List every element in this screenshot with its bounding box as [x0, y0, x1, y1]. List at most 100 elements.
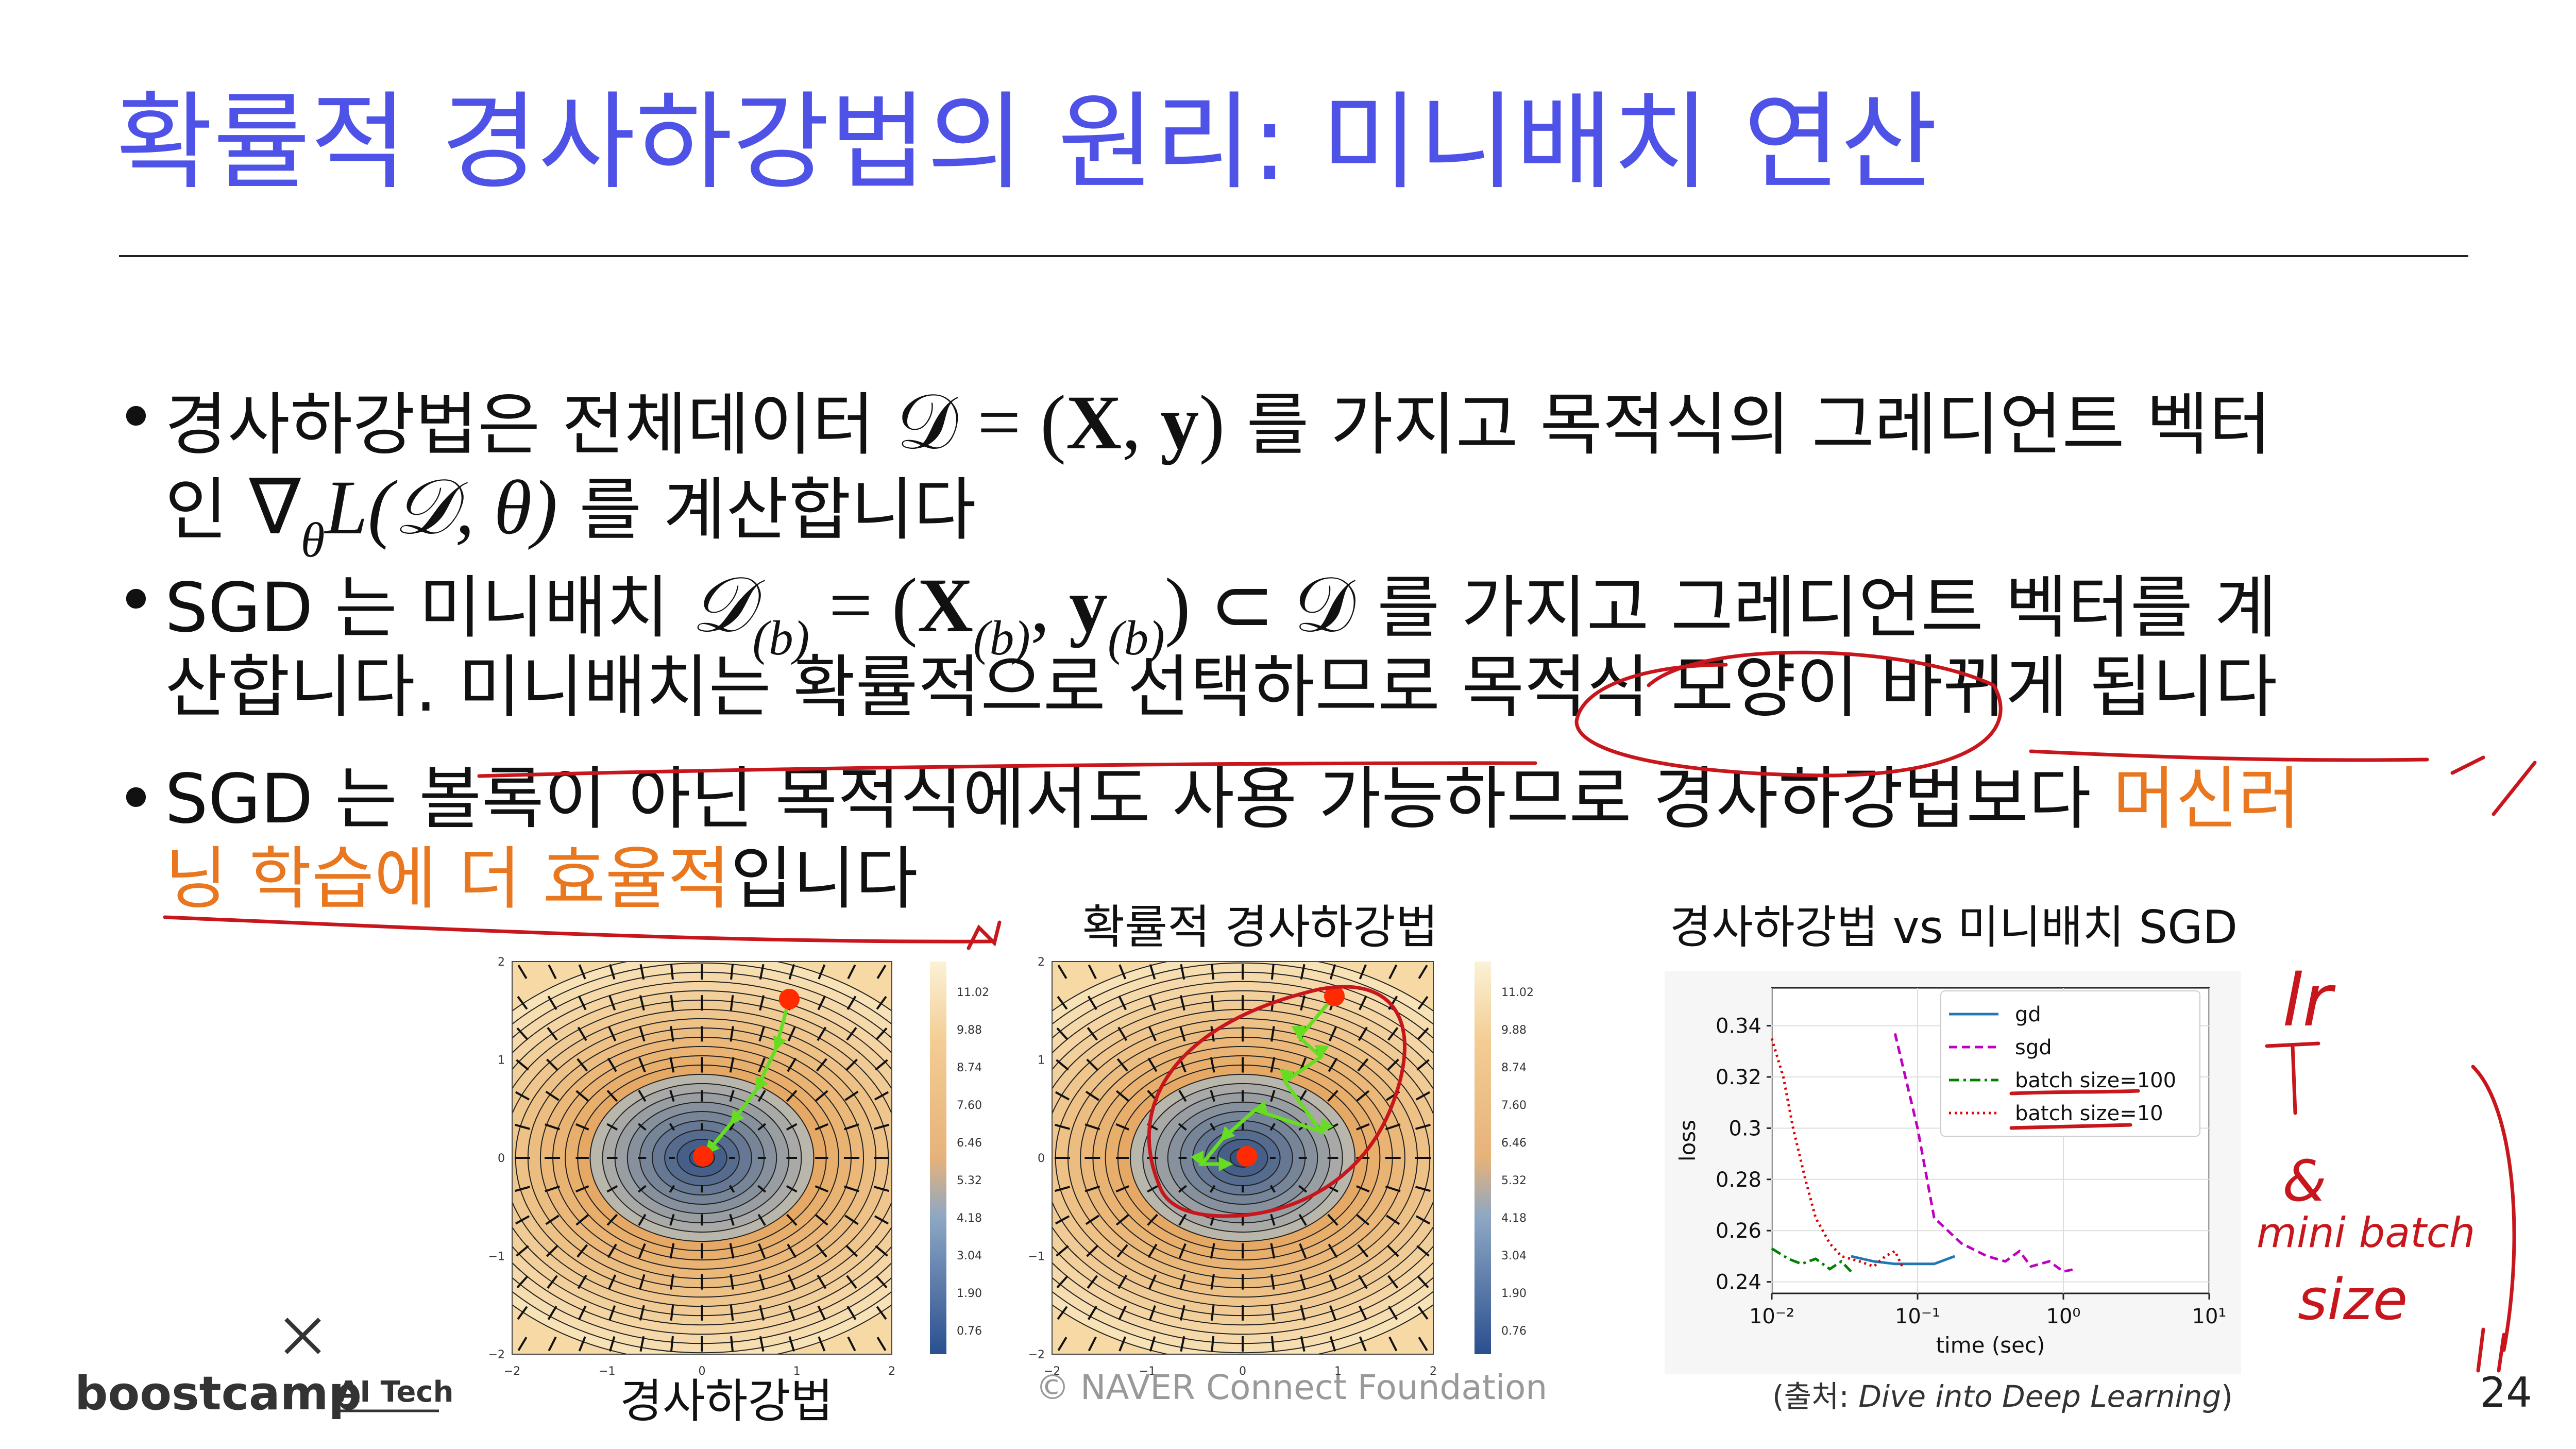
quiver-arrow [670, 1305, 674, 1321]
x-tick-label: −2 [1044, 1365, 1060, 1378]
quiver-arrow [1115, 1090, 1129, 1102]
quiver-arrow [1056, 1245, 1069, 1257]
quiver-arrow [1359, 964, 1367, 980]
quiver-arrow [728, 1185, 735, 1193]
quiver-arrow [1300, 995, 1306, 1011]
quiver-arrow [759, 995, 765, 1011]
quiver-arrow [639, 1305, 645, 1321]
quiver-arrow [1087, 996, 1097, 1010]
y-tick-label: 0.34 [1716, 1015, 1761, 1038]
x-tick-label: 1 [1334, 1365, 1342, 1378]
quiver-arrow [545, 1185, 560, 1192]
quiver-arrow [846, 1027, 857, 1041]
quiver-arrow [1210, 1305, 1215, 1321]
quiver-arrow [1178, 1090, 1187, 1102]
quiver-arrow [1417, 1275, 1429, 1289]
quiver-arrow [1115, 1123, 1129, 1131]
quiver-arrow [1148, 995, 1157, 1010]
quiver-arrow [1417, 1027, 1429, 1040]
quiver-arrow [1415, 1091, 1431, 1101]
quiver-arrow [1300, 1305, 1306, 1321]
quiver-arrow [517, 1306, 528, 1320]
bullet-text: 인 [165, 470, 249, 550]
end-point [1236, 1146, 1257, 1167]
quiver-arrow [1388, 996, 1398, 1010]
quiver-arrow [874, 1123, 889, 1130]
quiver-arrow [1329, 1305, 1337, 1321]
bullet-line: SGD 는 미니배치 𝒟(b) = (X(b), y(b)) ⊂ 𝒟 를 가지고… [165, 567, 2277, 663]
quiver-arrow [1179, 1026, 1186, 1042]
bullet-text: ∇ [249, 465, 301, 550]
handwritten-mark [2265, 1041, 2320, 1115]
quiver-arrow [515, 1215, 530, 1225]
quiver-arrow [1148, 1026, 1157, 1041]
quiver-arrow [639, 1336, 645, 1352]
quiver-arrow [515, 1186, 530, 1192]
quiver-arrow [816, 1244, 827, 1258]
quiver-arrow [1270, 1336, 1275, 1352]
end-point [693, 1146, 714, 1167]
quiver-arrow [874, 1215, 889, 1225]
quiver-arrow [1085, 1215, 1099, 1225]
bullet-text: 경사하강법은 전체데이터 [165, 385, 896, 465]
page-number: 24 [2480, 1369, 2532, 1417]
bullet-text: X [1066, 380, 1122, 465]
quiver-arrow [729, 1214, 735, 1226]
quiver-arrow [1178, 1185, 1187, 1193]
quiver-arrow [1386, 1215, 1400, 1225]
handwritten-note: lr [2282, 959, 2336, 1043]
quiver-arrow [1388, 964, 1398, 980]
bullet-text: 입니다 [730, 839, 918, 919]
quiver-arrow [577, 1058, 588, 1072]
bullet-text: L(𝒟, θ) [325, 465, 558, 550]
quiver-arrow [847, 964, 856, 980]
quiver-arrow [875, 1059, 888, 1071]
x-tick-label: 0 [699, 1365, 706, 1378]
quiver-arrow [669, 1123, 675, 1131]
quiver-arrow [639, 964, 645, 980]
series-line [1851, 1255, 1956, 1266]
quiver-arrow [578, 964, 586, 980]
quiver-arrow [669, 1214, 675, 1226]
quiver-arrow [575, 1185, 589, 1193]
y-tick-label: 0.28 [1716, 1168, 1761, 1192]
quiver-arrow [846, 996, 857, 1010]
bullet-text: 𝒟 = ( [896, 380, 1066, 465]
quiver-arrow [1356, 1123, 1370, 1131]
colorbar-label: 0.76 [957, 1325, 982, 1338]
quiver-arrow [1118, 1336, 1127, 1352]
quiver-arrow [1356, 1214, 1370, 1226]
quiver-arrow [1179, 995, 1185, 1011]
colorbar-label: 6.46 [1501, 1137, 1527, 1150]
quiver-arrow [1087, 1027, 1098, 1041]
quiver-arrow [1057, 965, 1067, 979]
quiver-arrow [548, 964, 557, 980]
quiver-arrow [1056, 1275, 1069, 1289]
quiver-arrow [1327, 1214, 1338, 1226]
quiver-arrow [847, 1336, 856, 1352]
bullet-text: y [1069, 563, 1108, 648]
y-axis-label: loss [1675, 1120, 1700, 1161]
quiver-arrow [1055, 1091, 1070, 1101]
colorbar-label: 1.90 [957, 1287, 982, 1300]
quiver-arrow [516, 1059, 529, 1071]
y-tick-label: −1 [1028, 1251, 1045, 1263]
quiver-arrow [545, 1090, 560, 1101]
quiver-arrow [1210, 1243, 1215, 1259]
colorbar-label: 6.46 [957, 1137, 982, 1150]
bullet-text: 를 가지고 그레디언트 벡터를 계 [1355, 568, 2277, 648]
quiver-arrow [846, 1275, 857, 1289]
x-tick-label: 10⁻² [1749, 1305, 1794, 1328]
quiver-arrow [1148, 1274, 1157, 1290]
quiver-arrow [788, 1305, 795, 1321]
quiver-arrow [670, 1336, 674, 1352]
x-tick-label: −1 [599, 1365, 615, 1378]
quiver-arrow [1358, 1305, 1367, 1321]
y-tick-label: 0.3 [1728, 1117, 1761, 1140]
quiver-arrow [1418, 1337, 1428, 1351]
quiver-arrow [1055, 1123, 1070, 1130]
quiver-arrow [786, 1185, 798, 1193]
quiver-arrow [607, 1057, 617, 1072]
quiver-arrow [637, 1123, 647, 1131]
